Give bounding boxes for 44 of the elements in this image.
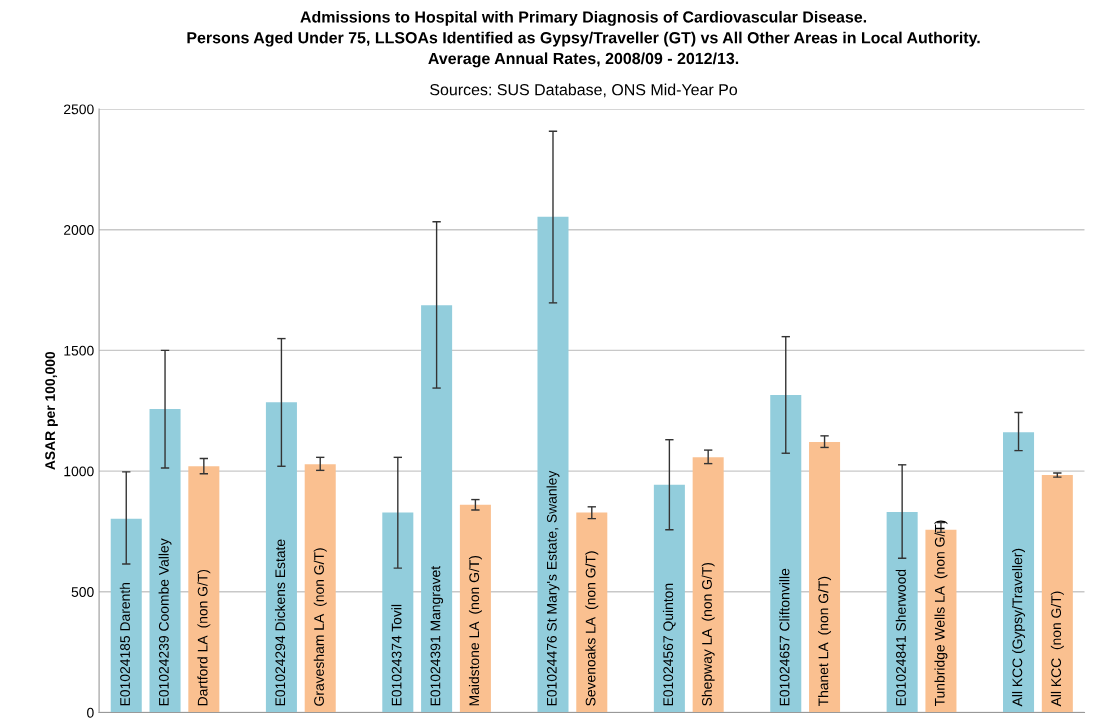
- x-tick-label: Thanet LA (non G/T): [818, 576, 832, 707]
- bar: [653, 484, 685, 713]
- bar: [382, 512, 414, 713]
- bar: [304, 464, 336, 713]
- x-tick-label: Dartford LA (non G/T): [197, 569, 211, 706]
- x-tick-label: E01024185 Darenth: [119, 583, 130, 706]
- bar: [459, 504, 491, 713]
- bar: [265, 402, 297, 713]
- y-tick-label: 0: [87, 707, 94, 718]
- x-tick-label: E01024294 Dickens Estate: [274, 539, 286, 706]
- x-tick-label: E01024567 Quinton: [662, 583, 676, 706]
- x-tick-label: Tunbridge Wells LA (non G/T): [934, 520, 948, 707]
- bar: [770, 395, 802, 713]
- x-tick-label: E01024657 Cliftonville: [779, 568, 790, 706]
- x-tick-label: E01024391 Mangravet: [430, 565, 444, 706]
- x-tick-label: All KCC (non G/T): [1050, 591, 1064, 707]
- x-tick-label: Gravesham LA (non G/T): [313, 548, 327, 706]
- x-tick-label: Maidstone LA (non G/T): [468, 555, 482, 706]
- y-axis-title: ASAR per 100,000: [45, 351, 58, 470]
- x-tick-label: E01024239 Coombe Valley: [158, 538, 172, 706]
- y-tick-label: 2000: [64, 225, 94, 235]
- bar: [110, 518, 142, 713]
- bar: [886, 511, 918, 713]
- chart-subtitle: Sources: SUS Database, ONS Mid-Year Po: [430, 83, 738, 98]
- bar: [537, 216, 569, 713]
- bar: [809, 441, 841, 713]
- x-tick-label: E01024841 Sherwood: [895, 569, 906, 706]
- y-tick-label: 1500: [64, 345, 94, 356]
- y-tick-label: 1000: [64, 466, 94, 477]
- bar: [188, 466, 220, 713]
- bar: [1003, 432, 1035, 713]
- bar: [149, 409, 181, 713]
- y-tick-label: 2500: [64, 104, 94, 115]
- x-tick-label: E01024374 Tovil: [391, 604, 402, 706]
- x-tick-label: Sevenoaks LA (non G/T): [585, 551, 599, 706]
- bar: [692, 457, 724, 713]
- bar: [421, 305, 453, 713]
- bar: [1041, 474, 1073, 713]
- x-tick-label: All KCC (Gypsy/Traveller): [1012, 548, 1026, 707]
- y-tick-label: 500: [71, 587, 94, 597]
- chart-title: Admissions to Hospital with Primary Diagnosis of Cardiovascular Disease. Persons Aged Under 75, LLSOAs Identified as Gypsy/Traveller (GT) vs All Other Areas in Local Authority. Average Annual Rates, 2008/09 - 2012/13.: [187, 10, 980, 68]
- x-tick-label: Shepway LA (non G/T): [701, 562, 715, 706]
- x-tick-label: E01024476 St Mary's Estate, Swanley: [546, 470, 560, 706]
- bar: [576, 512, 608, 713]
